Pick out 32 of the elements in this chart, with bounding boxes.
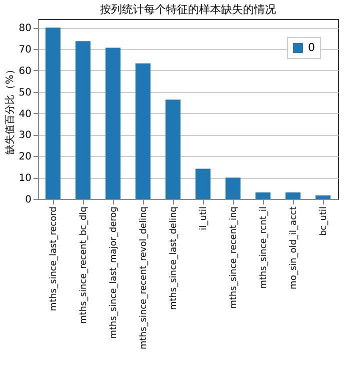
bar <box>166 100 180 199</box>
x-tick-label: mths_since_last_record <box>49 206 59 312</box>
x-tick-label: mths_since_rcnt_il <box>259 206 269 289</box>
y-tick-label: 0 <box>25 194 32 206</box>
y-axis-title: 缺失值百分比（%） <box>4 64 16 154</box>
bar <box>136 63 150 199</box>
bar <box>316 195 330 199</box>
x-tick-label: mths_since_last_major_derog <box>109 206 119 339</box>
x-tick-label: mths_since_last_delinq <box>169 206 179 310</box>
x-tick-label: il_util <box>199 206 209 230</box>
bar <box>286 192 300 199</box>
y-tick-label: 20 <box>18 152 32 163</box>
y-tick-label: 70 <box>18 44 32 56</box>
bar <box>46 28 60 199</box>
x-tick-label: mths_since_recent_inq <box>229 206 239 309</box>
y-tick-label: 10 <box>18 173 32 184</box>
y-tick-label: 30 <box>18 130 32 142</box>
chart-title: 按列统计每个特征的样本缺失的情况 <box>100 3 276 16</box>
legend-label: 0 <box>308 41 315 54</box>
bar <box>76 41 90 199</box>
bar <box>256 192 270 199</box>
x-tick-label: mths_since_recent_bc_dlq <box>79 206 89 324</box>
y-tick-label: 50 <box>18 87 32 98</box>
y-tick-label: 40 <box>18 108 32 120</box>
bar <box>226 178 240 199</box>
bar <box>106 48 120 199</box>
x-tick-label: mo_sin_old_il_acct <box>289 206 299 290</box>
x-tick-label: mths_since_recent_revol_delinq <box>139 206 149 350</box>
x-tick-label: bc_util <box>319 206 329 236</box>
y-tick-label: 80 <box>18 23 32 34</box>
y-tick-label: 60 <box>18 66 32 77</box>
bar <box>196 168 210 199</box>
